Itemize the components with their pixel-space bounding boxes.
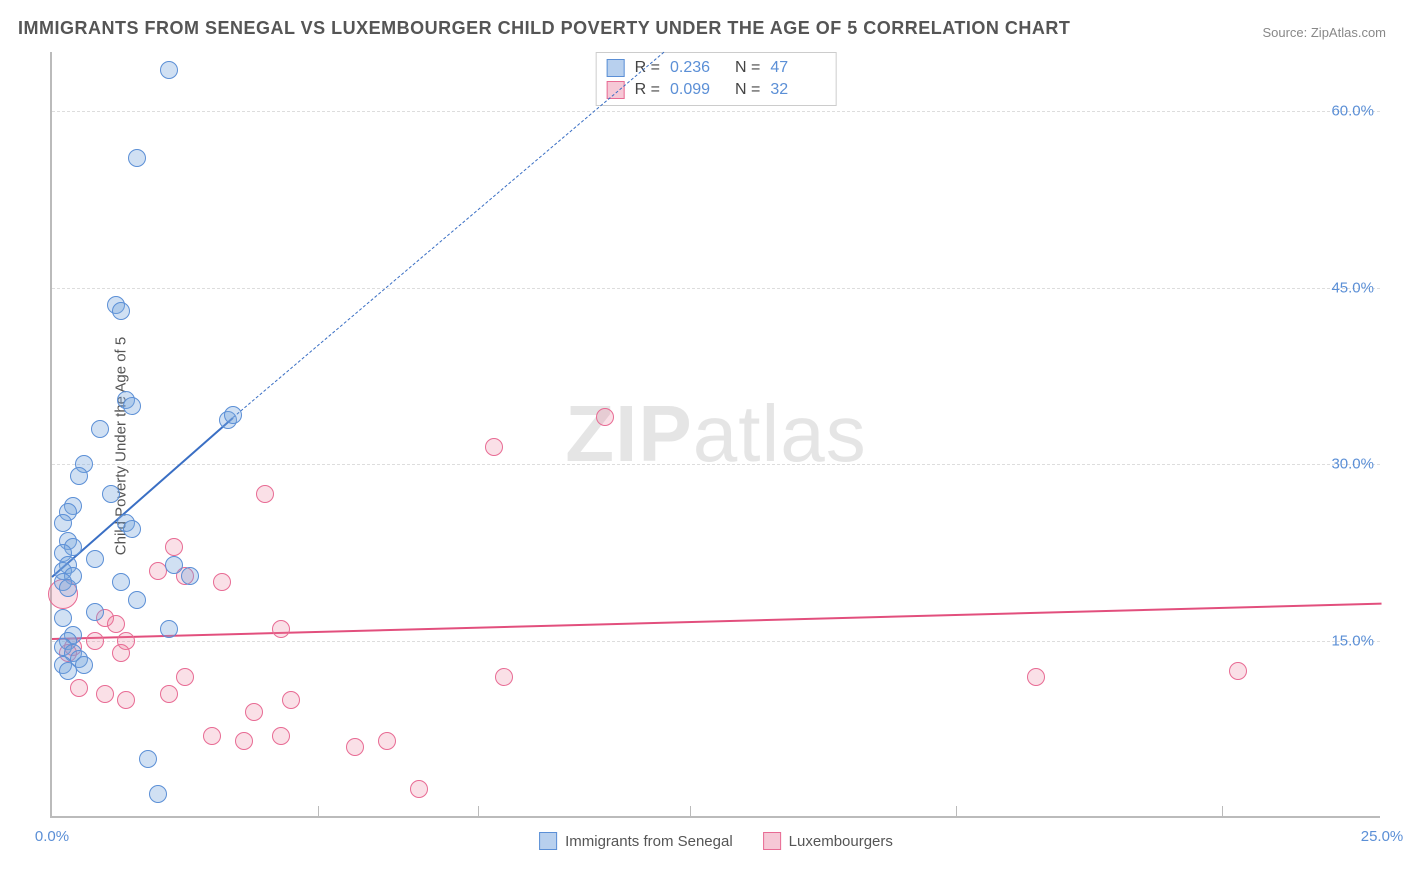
- y-tick-label: 15.0%: [1331, 633, 1374, 650]
- scatter-point: [245, 703, 263, 721]
- scatter-point: [160, 685, 178, 703]
- stats-n-value: 47: [770, 59, 825, 77]
- gridline-h: [52, 288, 1380, 289]
- stats-r-value: 0.236: [670, 59, 725, 77]
- scatter-point: [213, 573, 231, 591]
- scatter-point: [128, 149, 146, 167]
- scatter-point: [203, 727, 221, 745]
- scatter-point: [149, 785, 167, 803]
- scatter-point: [165, 556, 183, 574]
- scatter-point: [256, 485, 274, 503]
- trend-line: [233, 52, 665, 418]
- scatter-point: [75, 656, 93, 674]
- scatter-point: [1229, 662, 1247, 680]
- scatter-point: [378, 732, 396, 750]
- y-tick-label: 45.0%: [1331, 279, 1374, 296]
- scatter-point: [485, 438, 503, 456]
- plot-area: ZIPatlas R = 0.236 N = 47 R = 0.099 N = …: [50, 52, 1380, 818]
- scatter-point: [165, 538, 183, 556]
- scatter-point: [282, 691, 300, 709]
- x-tick-label: 0.0%: [35, 828, 69, 845]
- scatter-point: [123, 520, 141, 538]
- gridline-v: [478, 806, 479, 818]
- scatter-point: [102, 485, 120, 503]
- gridline-v: [1222, 806, 1223, 818]
- scatter-point: [86, 550, 104, 568]
- scatter-point: [1027, 668, 1045, 686]
- gridline-v: [690, 806, 691, 818]
- scatter-point: [86, 603, 104, 621]
- gridline-v: [956, 806, 957, 818]
- source-label: Source: ZipAtlas.com: [1262, 25, 1386, 40]
- gridline-h: [52, 464, 1380, 465]
- scatter-point: [91, 420, 109, 438]
- scatter-point: [160, 61, 178, 79]
- y-tick-label: 60.0%: [1331, 102, 1374, 119]
- scatter-point: [495, 668, 513, 686]
- scatter-point: [272, 620, 290, 638]
- gridline-h: [52, 111, 1380, 112]
- scatter-point: [59, 579, 77, 597]
- stats-row-series1: R = 0.236 N = 47: [607, 57, 826, 79]
- stats-swatch-blue: [607, 59, 625, 77]
- stats-n-label: N =: [735, 81, 760, 99]
- legend-item-series2: Luxembourgers: [763, 832, 893, 850]
- x-tick-label: 25.0%: [1361, 828, 1404, 845]
- scatter-point: [410, 780, 428, 798]
- scatter-point: [224, 406, 242, 424]
- gridline-v: [318, 806, 319, 818]
- scatter-point: [54, 609, 72, 627]
- scatter-point: [128, 591, 146, 609]
- scatter-point: [112, 573, 130, 591]
- gridline-h: [52, 641, 1380, 642]
- scatter-point: [117, 691, 135, 709]
- scatter-point: [272, 727, 290, 745]
- legend-swatch-pink: [763, 832, 781, 850]
- scatter-point: [112, 302, 130, 320]
- scatter-point: [160, 620, 178, 638]
- watermark: ZIPatlas: [565, 388, 866, 480]
- scatter-point: [54, 514, 72, 532]
- stats-r-label: R =: [635, 81, 660, 99]
- scatter-point: [70, 679, 88, 697]
- stats-row-series2: R = 0.099 N = 32: [607, 79, 826, 101]
- trend-line: [52, 602, 1382, 639]
- scatter-point: [96, 685, 114, 703]
- scatter-point: [235, 732, 253, 750]
- bottom-legend: Immigrants from Senegal Luxembourgers: [539, 832, 893, 850]
- legend-label-series1: Immigrants from Senegal: [565, 833, 733, 850]
- stats-n-label: N =: [735, 59, 760, 77]
- scatter-point: [107, 615, 125, 633]
- scatter-point: [70, 467, 88, 485]
- scatter-point: [123, 397, 141, 415]
- scatter-point: [181, 567, 199, 585]
- legend-label-series2: Luxembourgers: [789, 833, 893, 850]
- scatter-point: [112, 644, 130, 662]
- scatter-point: [596, 408, 614, 426]
- chart-title: IMMIGRANTS FROM SENEGAL VS LUXEMBOURGER …: [18, 18, 1070, 39]
- scatter-point: [86, 632, 104, 650]
- stats-r-value: 0.099: [670, 81, 725, 99]
- scatter-point: [139, 750, 157, 768]
- legend-item-series1: Immigrants from Senegal: [539, 832, 733, 850]
- scatter-point: [346, 738, 364, 756]
- y-tick-label: 30.0%: [1331, 456, 1374, 473]
- stats-n-value: 32: [770, 81, 825, 99]
- scatter-point: [176, 668, 194, 686]
- legend-swatch-blue: [539, 832, 557, 850]
